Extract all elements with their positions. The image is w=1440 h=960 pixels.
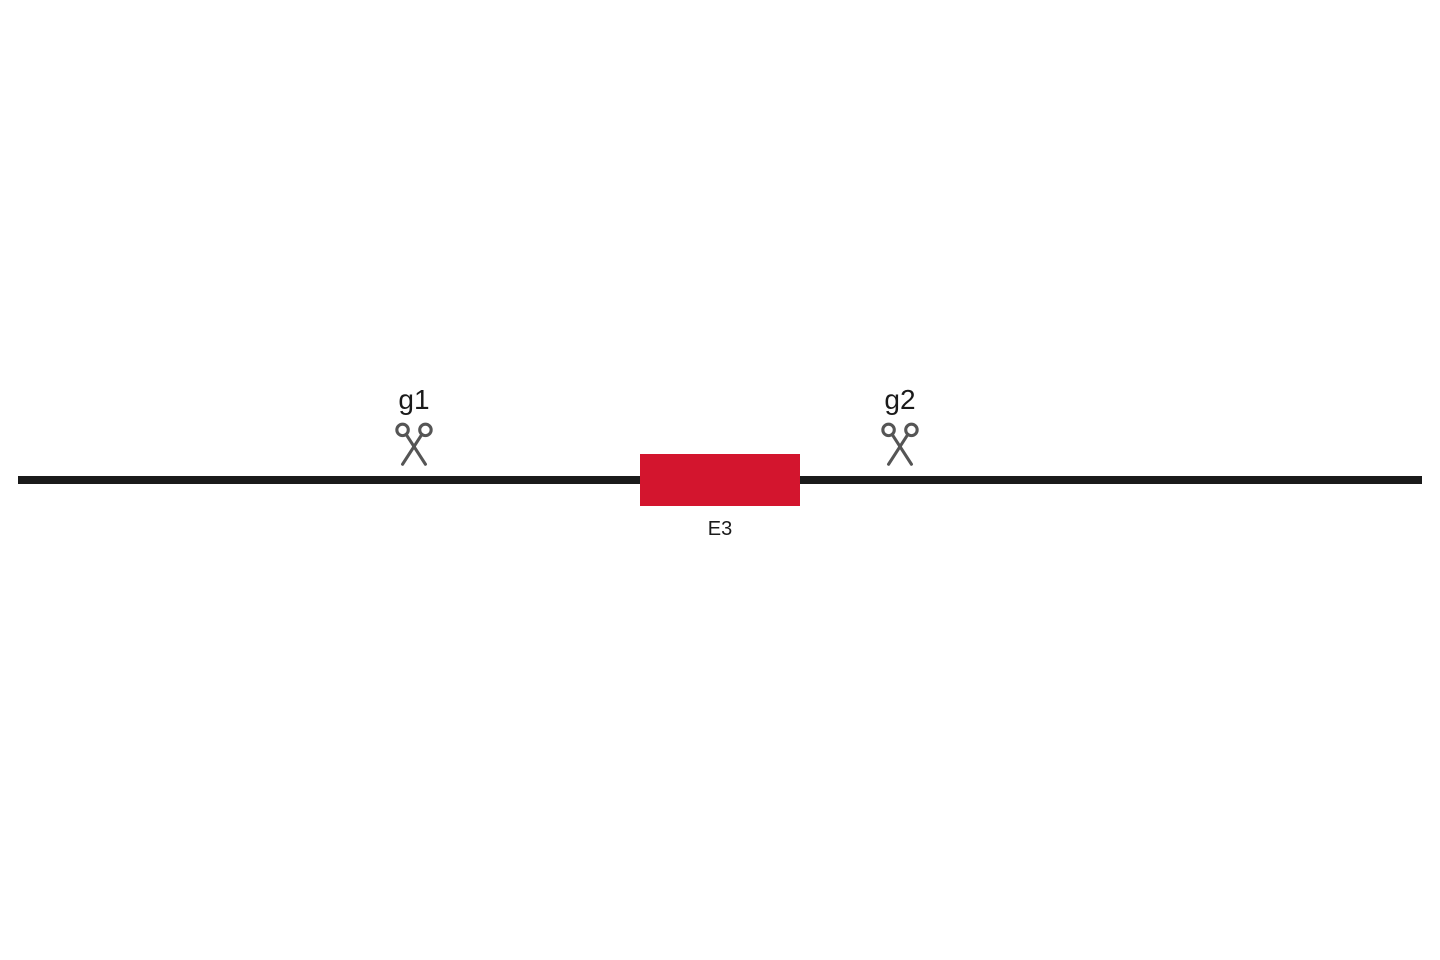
cut-site-label: g1: [398, 384, 429, 416]
cut-site-scissors: [878, 422, 922, 471]
cut-site-scissors: [392, 422, 436, 471]
exon-box: [640, 454, 800, 506]
cut-site-label: g2: [884, 384, 915, 416]
exon-label: E3: [708, 518, 732, 541]
scissors-icon: [878, 422, 922, 466]
scissors-icon: [392, 422, 436, 466]
